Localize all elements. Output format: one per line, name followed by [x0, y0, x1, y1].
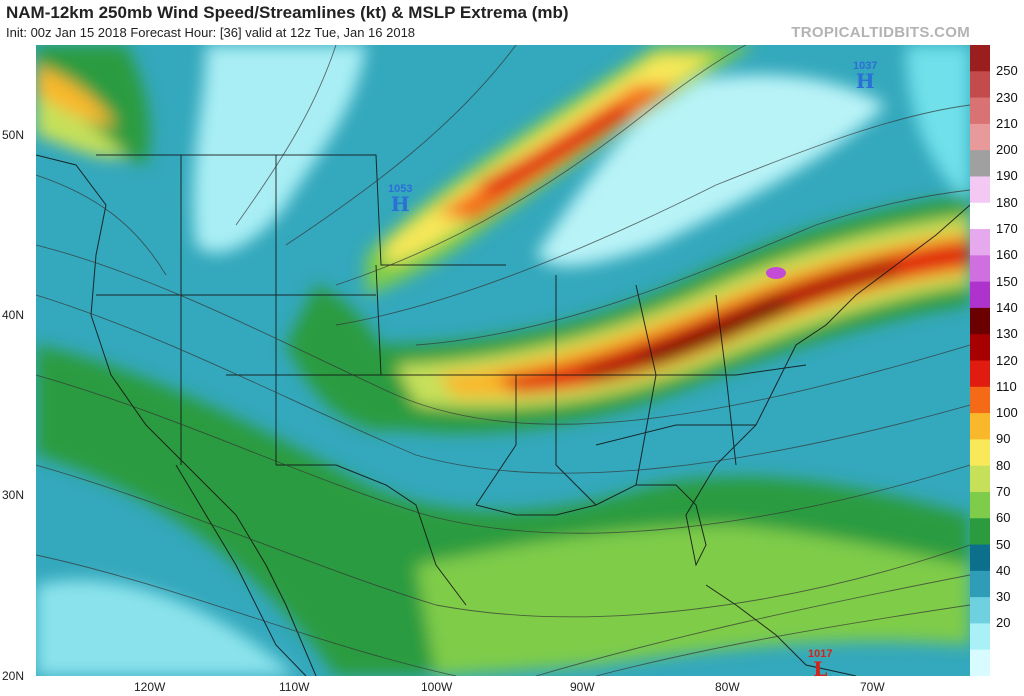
lat-label-30n: 30N — [2, 488, 25, 502]
lat-label-20n: 20N — [2, 669, 25, 683]
wind-speed-fill — [36, 45, 970, 676]
high-pressure-center: 1053 H — [388, 183, 413, 216]
lon-label-80w: 80W — [715, 680, 740, 694]
lon-label-70w: 70W — [860, 680, 885, 694]
colorbar-swatch — [970, 570, 990, 598]
colorbar-swatch — [970, 360, 990, 388]
lat-label-50n: 50N — [2, 128, 25, 142]
lon-label-110w: 110W — [279, 680, 310, 694]
colorbar-swatch — [970, 97, 990, 125]
colorbar-label: 120 — [996, 352, 1018, 368]
colorbar-label: 110 — [996, 378, 1017, 394]
colorbar-swatch — [970, 413, 990, 440]
lon-label-120w: 120W — [134, 680, 166, 694]
colorbar-swatch — [970, 334, 990, 361]
colorbar-swatch — [970, 307, 990, 335]
pressure-value: 1037 — [853, 60, 878, 72]
colorbar-swatch — [970, 255, 990, 283]
colorbar-label: 30 — [996, 589, 1011, 605]
colorbar-label: 210 — [996, 115, 1018, 131]
high-pressure-center: 1037 H — [853, 60, 878, 93]
colorbar-swatch — [970, 649, 990, 676]
colorbar-label: 140 — [996, 299, 1018, 315]
colorbar — [970, 45, 990, 676]
colorbar-label: 250 — [996, 63, 1018, 79]
high-symbol: H — [390, 192, 410, 216]
colorbar-label: 50 — [996, 536, 1011, 552]
pressure-value: 1053 — [388, 183, 413, 195]
pressure-value: 1017 — [808, 648, 833, 660]
colorbar-swatch — [970, 518, 990, 546]
colorbar-label: 60 — [996, 510, 1011, 526]
colorbar-swatch — [970, 439, 990, 467]
colorbar-label: 90 — [996, 431, 1011, 447]
colorbar-swatch — [970, 202, 990, 230]
boundaries — [36, 154, 970, 676]
colorbar-label: 70 — [996, 483, 1011, 499]
colorbar-swatch — [970, 623, 990, 651]
colorbar-label: 190 — [996, 168, 1018, 184]
colorbar-swatch — [970, 597, 990, 624]
map-field — [36, 45, 970, 676]
colorbar-swatch — [970, 45, 990, 72]
colorbar-swatch — [970, 71, 990, 99]
colorbar-swatch — [970, 465, 990, 493]
colorbar-label: 230 — [996, 89, 1018, 105]
jet-core-max — [766, 267, 786, 279]
brand-watermark: TROPICALTIDBITS.COM — [791, 24, 970, 41]
colorbar-swatch — [970, 386, 990, 414]
colorbar-label: 40 — [996, 562, 1011, 578]
lon-label-90w: 90W — [570, 680, 595, 694]
colorbar-swatch — [970, 176, 990, 204]
colorbar-label: 200 — [996, 142, 1018, 158]
colorbar-label: 160 — [996, 247, 1018, 263]
colorbar-swatch — [970, 491, 990, 519]
map-subtitle: Init: 00z Jan 15 2018 Forecast Hour: [36… — [6, 25, 416, 40]
colorbar-label: 150 — [996, 273, 1018, 289]
wind-speed-map — [36, 45, 970, 676]
low-pressure-center: 1017 L — [808, 648, 833, 681]
streamlines — [36, 45, 970, 676]
colorbar-swatch — [970, 544, 990, 572]
high-symbol: H — [855, 69, 875, 93]
colorbar-label: 130 — [996, 326, 1018, 342]
map-title: NAM-12km 250mb Wind Speed/Streamlines (k… — [6, 3, 569, 22]
colorbar-swatch — [970, 229, 990, 256]
colorbar-swatch — [970, 123, 990, 151]
colorbar-swatch — [970, 150, 990, 177]
colorbar-label: 180 — [996, 194, 1018, 210]
lon-label-100w: 100W — [421, 680, 453, 694]
colorbar-swatch — [970, 281, 990, 309]
low-symbol: L — [813, 657, 828, 681]
colorbar-label: 20 — [996, 615, 1011, 631]
colorbar-label: 170 — [996, 221, 1018, 237]
colorbar-label: 80 — [996, 457, 1011, 473]
colorbar-label: 100 — [996, 405, 1018, 421]
lat-label-40n: 40N — [2, 308, 25, 322]
